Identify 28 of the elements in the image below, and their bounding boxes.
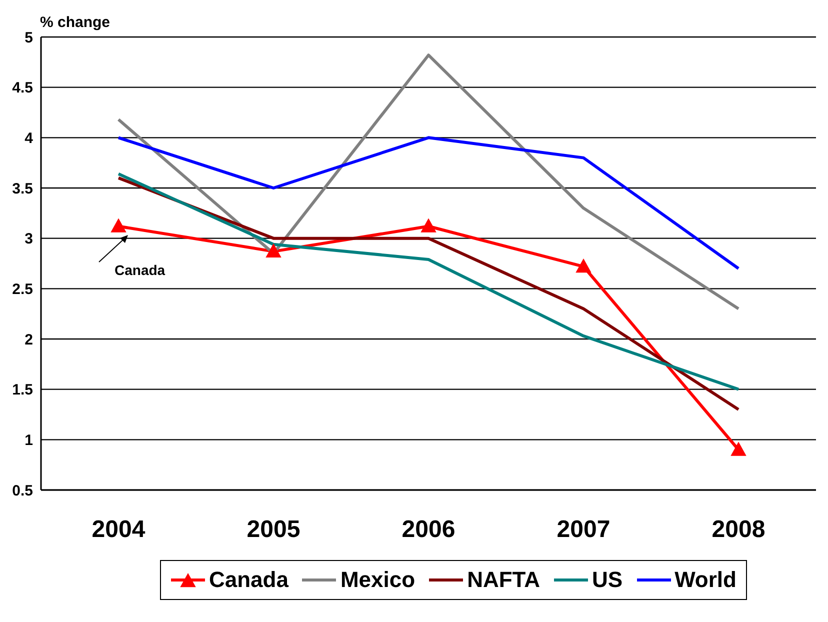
y-tick-label: 1 — [24, 432, 33, 449]
legend-label: Mexico — [340, 567, 416, 593]
x-tick-label: 2007 — [556, 516, 610, 544]
x-tick-label: 2005 — [246, 516, 300, 544]
line-series — [117, 54, 740, 310]
x-tick-label: 2004 — [92, 516, 146, 544]
point — [111, 218, 126, 232]
point — [421, 218, 436, 232]
y-tick-label: 2.5 — [12, 280, 33, 298]
y-tick-label: 1.5 — [12, 382, 33, 399]
legend-label: World — [674, 567, 736, 593]
point — [576, 259, 591, 273]
annotation: Canada — [114, 262, 166, 278]
y-axis-title: % change — [40, 14, 110, 31]
point — [266, 244, 281, 258]
x-tick-label: 2008 — [712, 516, 766, 544]
point — [731, 442, 746, 456]
y-tick-label: 4 — [24, 130, 34, 147]
y-tick-label: 0.5 — [12, 482, 33, 500]
y-tick-label: 2 — [24, 331, 33, 348]
legend-label: NAFTA — [467, 567, 540, 593]
legend-label: US — [592, 567, 623, 593]
x-tick-label: 2006 — [402, 516, 456, 544]
legend-label: Canada — [209, 567, 288, 593]
y-tick-label: 3.5 — [12, 180, 33, 198]
y-tick-label: 3 — [24, 230, 33, 248]
y-tick-label: 5 — [24, 29, 33, 46]
y-tick-label: 4.5 — [12, 80, 33, 97]
